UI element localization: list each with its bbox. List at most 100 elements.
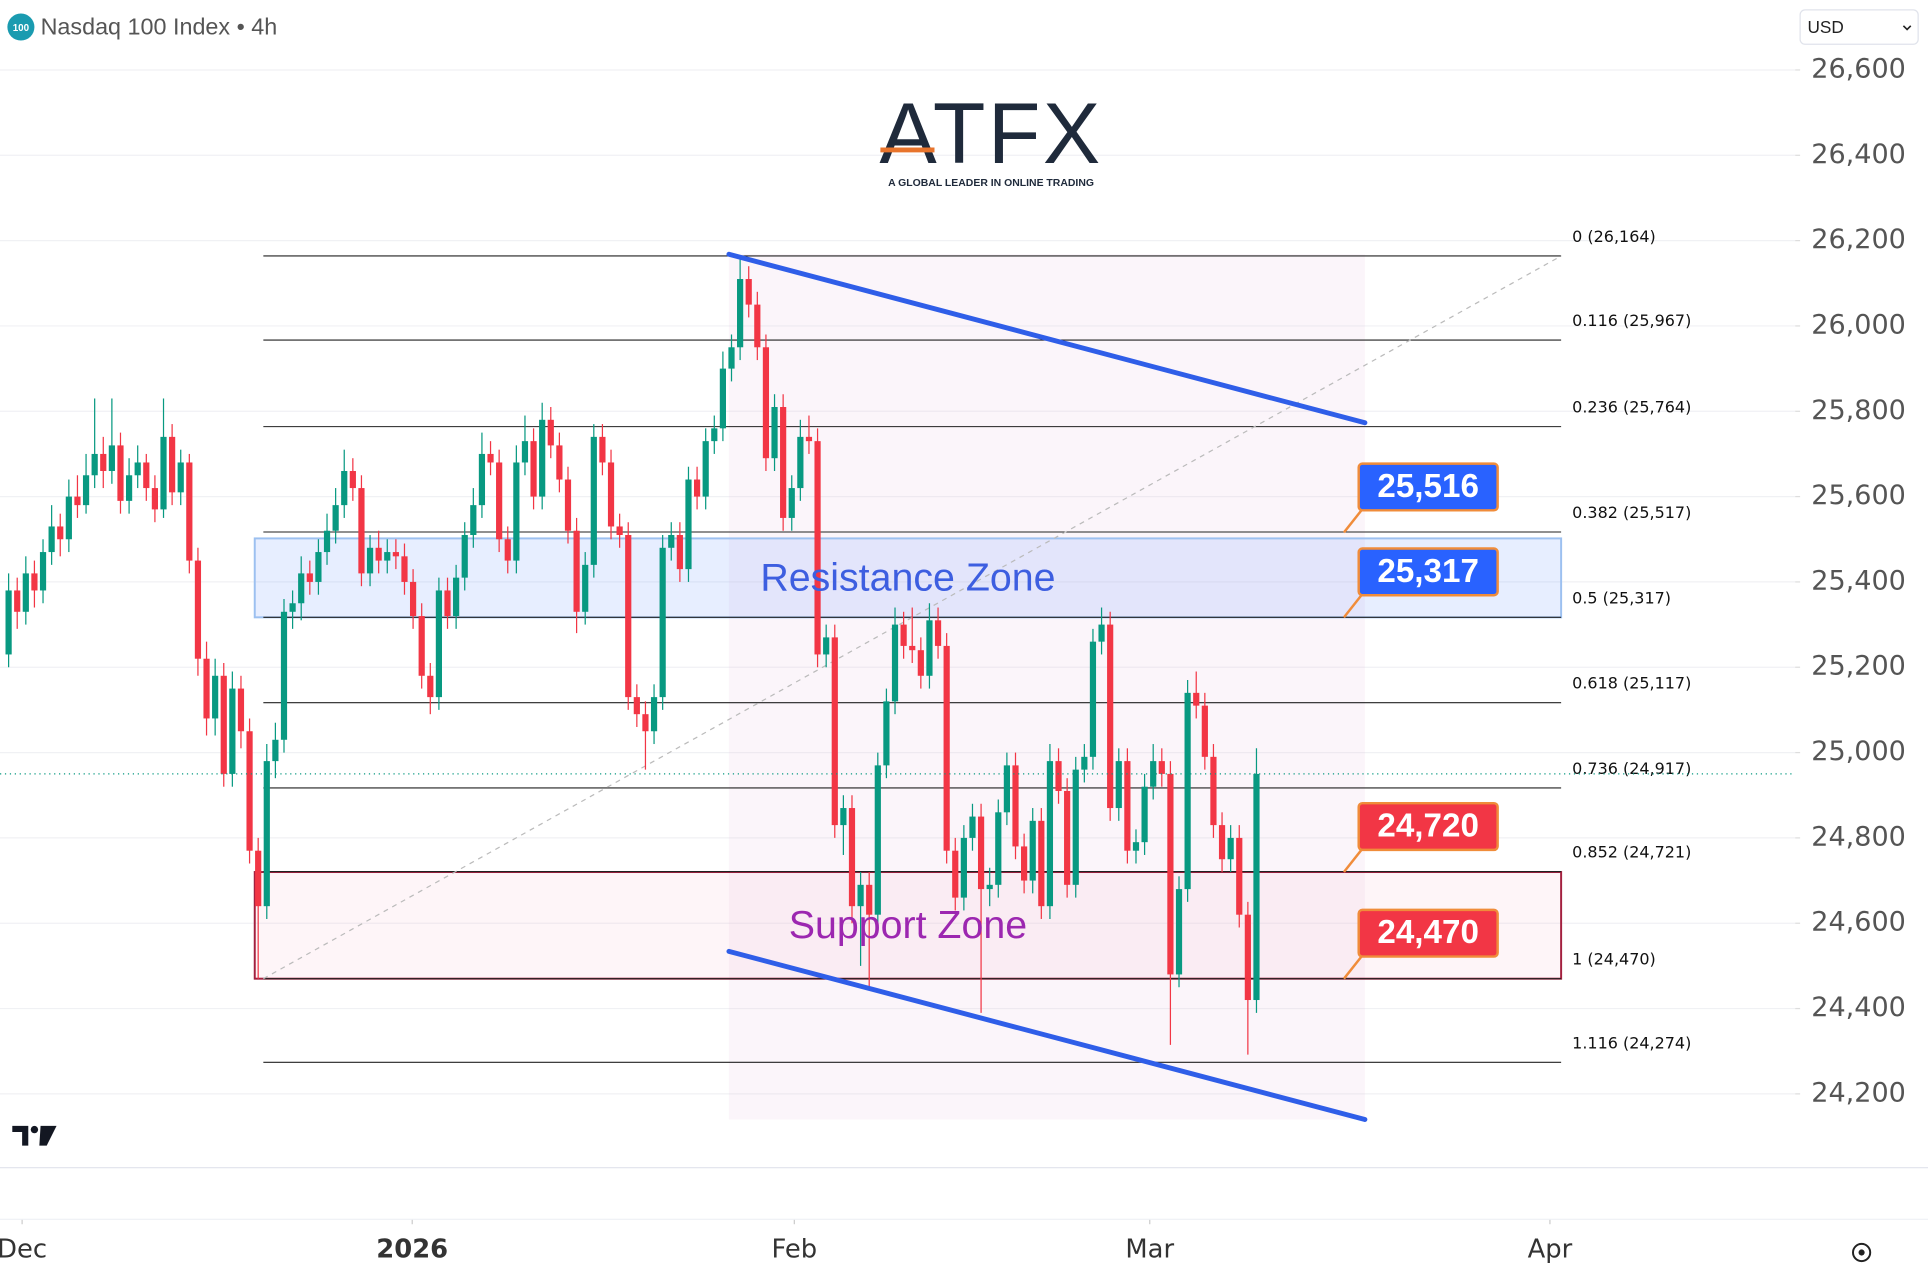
candle-body bbox=[478, 453, 486, 506]
candle-body bbox=[1244, 914, 1251, 1001]
candle-body bbox=[1175, 889, 1183, 975]
logo-tagline: A GLOBAL LEADER IN ONLINE TRADING bbox=[888, 178, 1094, 189]
candle-body bbox=[582, 564, 589, 612]
candle-body bbox=[831, 637, 838, 826]
candle-body bbox=[496, 462, 503, 540]
candle-body bbox=[358, 488, 365, 574]
candle-body bbox=[805, 436, 813, 442]
symbol-badge-text: 100 bbox=[13, 23, 30, 34]
candle-body bbox=[650, 697, 658, 732]
candle-body bbox=[237, 688, 245, 732]
candle-body bbox=[874, 765, 881, 915]
y-tick-label: 26,200 bbox=[1811, 224, 1906, 255]
candle-body bbox=[1038, 820, 1045, 907]
candle-body bbox=[1107, 624, 1114, 809]
tv-logo-part bbox=[30, 1125, 39, 1134]
fib-label: 0.618 (25,117) bbox=[1572, 674, 1691, 693]
fib-label: 0 (26,164) bbox=[1572, 227, 1656, 246]
candle-body bbox=[564, 479, 572, 531]
candle-body bbox=[1253, 773, 1260, 1001]
candle-body bbox=[1064, 790, 1071, 885]
candle-body bbox=[143, 462, 150, 489]
candle-body bbox=[108, 445, 115, 472]
dropdown-caret[interactable] bbox=[1902, 25, 1912, 31]
candle-body bbox=[487, 453, 494, 463]
candle-body bbox=[82, 475, 90, 506]
candle-body bbox=[771, 407, 778, 459]
y-tick-label: 24,800 bbox=[1811, 821, 1906, 852]
y-tick-label: 26,000 bbox=[1811, 309, 1906, 340]
x-tick-label: Apr bbox=[1528, 1235, 1573, 1265]
settings-icon-center[interactable] bbox=[1858, 1249, 1865, 1256]
logo-text: ATFX bbox=[879, 86, 1102, 182]
candle-body bbox=[848, 808, 856, 907]
candle-body bbox=[504, 539, 511, 561]
candle-body bbox=[1167, 773, 1174, 975]
currency-label[interactable]: USD bbox=[1808, 17, 1844, 37]
callout-label: 25,516 bbox=[1377, 468, 1479, 505]
zone bbox=[253, 871, 1563, 980]
candle-body bbox=[590, 436, 597, 565]
y-tick-label: 25,600 bbox=[1811, 480, 1906, 511]
candle-body bbox=[57, 526, 64, 540]
zone bbox=[253, 537, 1563, 619]
candle-body bbox=[521, 441, 529, 463]
settings-button[interactable] bbox=[1852, 1242, 1872, 1263]
candle-body bbox=[1236, 837, 1243, 915]
fib-label: 0.236 (25,764) bbox=[1572, 398, 1691, 417]
candle-body bbox=[788, 488, 795, 518]
candle-body bbox=[341, 471, 348, 506]
fib-label: 0.852 (24,721) bbox=[1572, 843, 1691, 862]
candle-body bbox=[194, 560, 202, 659]
candle-body bbox=[737, 279, 744, 348]
candle-body bbox=[134, 462, 141, 476]
y-tick-label: 26,600 bbox=[1811, 53, 1906, 84]
candle-body bbox=[952, 850, 959, 898]
currency-box[interactable] bbox=[1799, 9, 1919, 45]
candle-body bbox=[263, 761, 270, 907]
callout-pointer bbox=[1342, 954, 1364, 980]
callout-box bbox=[1357, 462, 1499, 512]
candle-body bbox=[891, 624, 899, 702]
candle-body bbox=[659, 547, 666, 698]
candle-body bbox=[960, 837, 967, 898]
candle-body bbox=[693, 479, 701, 497]
candle-body bbox=[298, 573, 305, 604]
candle-body bbox=[780, 407, 787, 518]
candle-body bbox=[857, 884, 864, 907]
candle-body bbox=[642, 714, 649, 732]
zone-label: Resistance Zone bbox=[760, 556, 1055, 600]
y-tick-label: 25,400 bbox=[1811, 565, 1906, 596]
candle-body bbox=[74, 496, 81, 506]
candle-body bbox=[366, 547, 374, 574]
candle-body bbox=[100, 453, 107, 472]
candle-body bbox=[840, 808, 847, 826]
candle-body bbox=[900, 624, 907, 646]
candle-body bbox=[453, 577, 460, 617]
candle-body bbox=[513, 462, 520, 561]
candle-body bbox=[349, 471, 356, 489]
candle-body bbox=[728, 347, 735, 369]
candle-body bbox=[719, 368, 726, 429]
candle-body bbox=[289, 603, 296, 612]
candle-body bbox=[332, 505, 339, 531]
candle-body bbox=[280, 611, 288, 740]
settings-icon[interactable] bbox=[1852, 1242, 1872, 1263]
candle-body bbox=[668, 534, 675, 548]
y-tick-label: 25,800 bbox=[1811, 395, 1906, 426]
candle-body bbox=[814, 441, 821, 655]
candle-body bbox=[797, 436, 804, 489]
currency-dropdown[interactable]: USD bbox=[1799, 9, 1919, 45]
candle-body bbox=[969, 816, 976, 838]
candle-body bbox=[1201, 705, 1208, 757]
candle-body bbox=[255, 850, 262, 907]
callout-box bbox=[1357, 547, 1499, 597]
candle-body bbox=[1184, 692, 1191, 890]
candle-body bbox=[169, 436, 176, 493]
candle-body bbox=[375, 547, 382, 561]
candle-body bbox=[461, 534, 468, 578]
candle-body bbox=[212, 675, 219, 719]
candle-body bbox=[1012, 765, 1019, 847]
candle-body bbox=[883, 701, 890, 766]
